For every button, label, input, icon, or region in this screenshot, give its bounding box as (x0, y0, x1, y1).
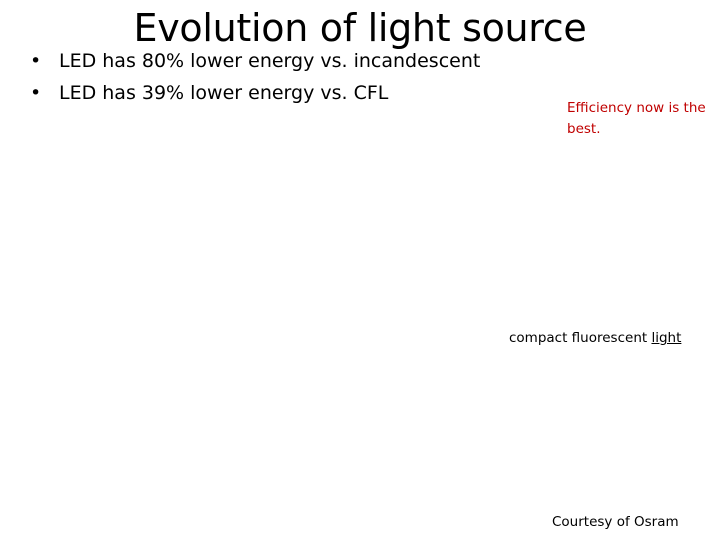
bullet-list: • LED has 80% lower energy vs. incandesc… (30, 47, 480, 111)
bullet-marker: • (30, 82, 42, 104)
cfl-caption-text: compact fluorescent (509, 330, 652, 346)
bullet-item-incandescent: • LED has 80% lower energy vs. incandesc… (30, 47, 480, 75)
bullet-marker: • (30, 50, 42, 72)
slide-title: Evolution of light source (133, 6, 587, 50)
cfl-caption: compact fluorescent light (509, 328, 681, 348)
efficiency-note: Efficiency now is the best. (567, 100, 706, 137)
bullet-item-cfl: • LED has 39% lower energy vs. CFL (30, 79, 480, 107)
image-credit: Courtesy of Osram (552, 514, 679, 530)
cfl-light-link[interactable]: light (651, 330, 682, 346)
bullet-text: LED has 39% lower energy vs. CFL (59, 82, 389, 104)
bullet-text: LED has 80% lower energy vs. incandescen… (59, 50, 481, 72)
